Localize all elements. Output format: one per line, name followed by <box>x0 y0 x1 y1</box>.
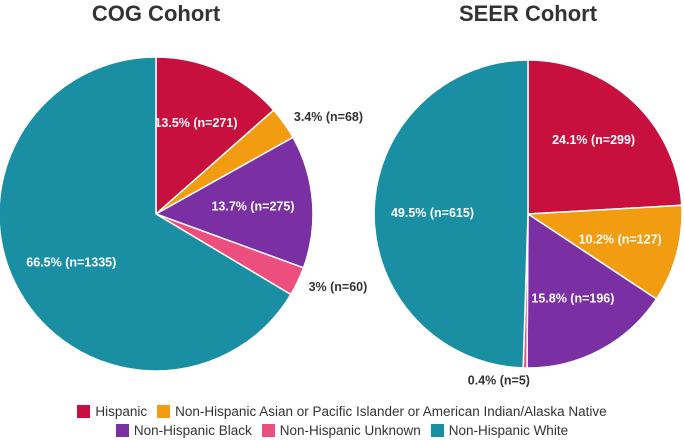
pie-1-label-hispanic: 24.1% (n=299) <box>552 133 635 147</box>
legend-item-nh-white: Non-Hispanic White <box>430 423 569 438</box>
legend-label-hispanic: Hispanic <box>95 404 148 419</box>
pie-1-label-non-hispanic-black: 15.8% (n=196) <box>531 292 614 306</box>
pie-1-slice-non-hispanic-asian-or-pacific-islander-or-american-indian-alaska-native <box>525 204 683 300</box>
cog-cohort-pie: COG Cohort 13.5% (n=271) 3.4% (n=68) 13.7%… <box>0 1 368 372</box>
legend-label-nh-white: Non-Hispanic White <box>448 423 569 438</box>
pie-1-label-non-hispanic-white: 49.5% (n=615) <box>391 206 474 220</box>
pie-1-label-non-hispanic-asian-or-pacific-islander-or-american-indian-alaska-native: 10.2% (n=127) <box>579 232 662 246</box>
pie-1-slice-hispanic <box>527 59 683 215</box>
seer-cohort-title: SEER Cohort <box>459 1 598 26</box>
pie-0-label-non-hispanic-black: 13.7% (n=275) <box>211 200 294 214</box>
pie-0-label-non-hispanic-unknown: 3% (n=60) <box>309 280 368 294</box>
pie-0-slice-hispanic <box>155 56 275 216</box>
legend-swatch-nh-white <box>430 424 444 437</box>
legend-label-nh-asian-pi-aian: Non-Hispanic Asian or Pacific Islander o… <box>175 404 607 419</box>
legend-swatch-nh-black <box>115 424 129 437</box>
seer-cohort-pie: SEER Cohort 24.1% (n=299) 10.2% (n=127) 15… <box>373 1 683 388</box>
legend-swatch-hispanic <box>77 405 91 418</box>
legend-item-nh-unknown: Non-Hispanic Unknown <box>261 423 421 438</box>
pie-1-label-non-hispanic-unknown: 0.4% (n=5) <box>468 374 530 388</box>
legend-swatch-nh-unknown <box>261 424 275 437</box>
pie-0-label-hispanic: 13.5% (n=271) <box>154 116 237 130</box>
legend-label-nh-unknown: Non-Hispanic Unknown <box>279 423 421 438</box>
legend-row-1: Hispanic Non-Hispanic Asian or Pacific I… <box>0 404 684 419</box>
legend-swatch-nh-asian-pi-aian <box>157 405 171 418</box>
legend-item-nh-black: Non-Hispanic Black <box>115 423 252 438</box>
cog-cohort-title: COG Cohort <box>92 1 221 26</box>
pie-1-slice-non-hispanic-white <box>373 59 529 369</box>
legend-item-hispanic: Hispanic <box>77 404 147 419</box>
legend-row-2: Non-Hispanic Black Non-Hispanic Unknown … <box>0 423 684 438</box>
chart-canvas: COG Cohort 13.5% (n=271) 3.4% (n=68) 13.7%… <box>0 1 683 388</box>
legend-label-nh-black: Non-Hispanic Black <box>133 423 252 438</box>
legend-item-nh-asian-pi-aian: Non-Hispanic Asian or Pacific Islander o… <box>157 404 607 419</box>
pie-0-label-non-hispanic-asian-or-pacific-islander-or-american-indian-alaska-native: 3.4% (n=68) <box>294 110 363 124</box>
pie-0-slice-non-hispanic-black <box>154 136 314 269</box>
pie-0-slice-non-hispanic-white <box>0 56 292 372</box>
legend: Hispanic Non-Hispanic Asian or Pacific I… <box>0 400 684 440</box>
pie-0-label-non-hispanic-white: 66.5% (n=1335) <box>26 256 116 270</box>
pie-1-slice-non-hispanic-black <box>526 212 658 369</box>
